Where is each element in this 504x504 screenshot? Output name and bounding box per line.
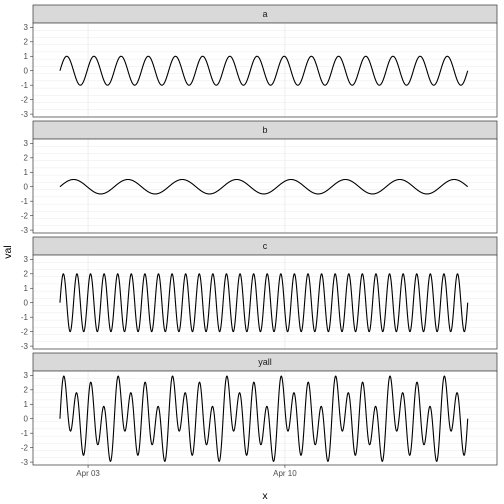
y-tick-label: -1 bbox=[21, 429, 29, 438]
series-line bbox=[59, 55, 469, 86]
panel-background bbox=[33, 139, 497, 233]
y-tick-label: -2 bbox=[21, 327, 29, 336]
y-tick-label: -1 bbox=[21, 197, 29, 206]
y-tick-label: 1 bbox=[24, 400, 29, 409]
y-tick-label: -3 bbox=[21, 342, 29, 351]
y-tick-label: 3 bbox=[24, 23, 29, 32]
x-tick-label: Apr 10 bbox=[273, 469, 297, 478]
series-line bbox=[59, 273, 469, 333]
y-tick-label: -2 bbox=[21, 95, 29, 104]
y-axis-title: val bbox=[2, 245, 14, 258]
y-tick-label: 2 bbox=[24, 38, 29, 47]
panel-border bbox=[32, 254, 498, 350]
y-tick-label: 0 bbox=[24, 415, 29, 424]
series-line bbox=[59, 375, 469, 462]
x-tick-label: Apr 03 bbox=[76, 469, 100, 478]
facet-a: a -3 -2 -1 0 1 2 3 bbox=[21, 4, 498, 119]
y-tick-label: -3 bbox=[21, 226, 29, 235]
y-tick-label: -3 bbox=[21, 110, 29, 119]
y-tick-label: -1 bbox=[21, 313, 29, 322]
x-axis-title: x bbox=[262, 490, 268, 502]
y-tick-label: 3 bbox=[24, 139, 29, 148]
y-tick-label: -1 bbox=[21, 81, 29, 90]
y-tick-label: 1 bbox=[24, 52, 29, 61]
panel-border bbox=[32, 138, 498, 234]
y-tick-label: 1 bbox=[24, 284, 29, 293]
panel-border bbox=[32, 370, 498, 466]
panel-border bbox=[32, 22, 498, 118]
facet-b: b -3 -2 -1 0 1 2 3 bbox=[21, 120, 498, 235]
y-tick-label: 0 bbox=[24, 299, 29, 308]
y-tick-label: 0 bbox=[24, 183, 29, 192]
y-tick-label: -2 bbox=[21, 443, 29, 452]
y-tick-label: 3 bbox=[24, 371, 29, 380]
y-tick-label: 3 bbox=[24, 255, 29, 264]
y-tick-label: -3 bbox=[21, 458, 29, 467]
y-tick-label: 2 bbox=[24, 270, 29, 279]
facet-yall: yall -3 -2 -1 0 1 2 3 Apr 03 Apr 10 bbox=[21, 352, 498, 478]
facet-label: yall bbox=[258, 357, 272, 367]
y-tick-label: 1 bbox=[24, 168, 29, 177]
facet-label: a bbox=[262, 9, 267, 19]
y-tick-label: 0 bbox=[24, 67, 29, 76]
y-tick-label: -2 bbox=[21, 211, 29, 220]
series-line bbox=[59, 178, 469, 195]
y-tick-label: 2 bbox=[24, 154, 29, 163]
facet-c: c -3 -2 -1 0 1 2 3 bbox=[21, 236, 498, 351]
panel-background bbox=[33, 23, 497, 117]
facet-label: b bbox=[262, 125, 267, 135]
y-tick-label: 2 bbox=[24, 386, 29, 395]
facet-label: c bbox=[263, 241, 268, 251]
